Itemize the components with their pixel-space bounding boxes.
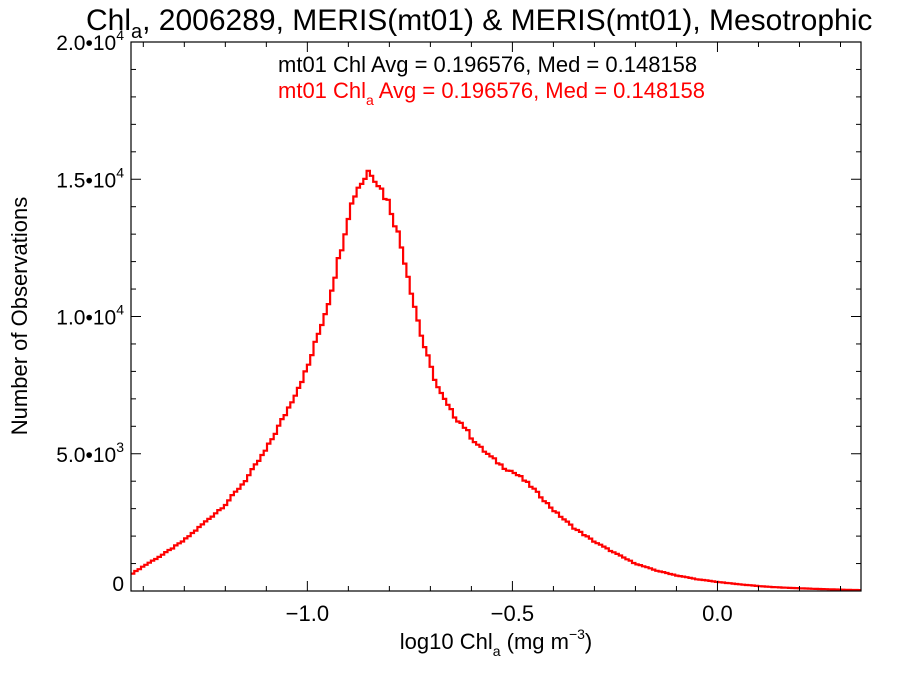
x-tick-label: −0.5 [491, 601, 534, 626]
plot-axes [130, 41, 862, 592]
title-subscript: a [131, 21, 143, 43]
tick-labels: −1.0 −0.5 0.0 0 5.0•103 1.0•104 1.5•104 2.0•104 [56, 27, 732, 626]
x-axis-label-group: log10 Chla (mg m−3) [400, 626, 593, 659]
x-tick-label: −1.0 [286, 601, 329, 626]
svg-text:Chla, 2006289, MERIS(mt01) & M: Chla, 2006289, MERIS(mt01) & MERIS(mt01)… [86, 4, 872, 43]
series-line [131, 169, 861, 592]
chart-title: Chla, 2006289, MERIS(mt01) & MERIS(mt01)… [86, 4, 872, 43]
stats-annotation: mt01 Chla Avg = 0.196576, Med = 0.148158 [278, 78, 705, 108]
annotations: mt01 Chl Avg = 0.196576, Med = 0.148158m… [278, 52, 705, 108]
y-tick-label: 0 [112, 573, 124, 596]
title-rest: , 2006289, MERIS(mt01) & MERIS(mt01), Me… [142, 4, 872, 37]
y-tick-label: 1.0•104 [56, 302, 124, 330]
x-tick-label: 0.0 [702, 601, 733, 626]
y-axis-label: Number of Observations [7, 197, 32, 435]
y-tick-label: 5.0•103 [56, 439, 124, 467]
plot-data [131, 169, 861, 592]
y-tick-label: 1.5•104 [56, 164, 124, 192]
title-text: Chl [86, 4, 131, 37]
y-axis-label-group: Number of Observations [7, 197, 32, 435]
y-tick-label: 2.0•104 [56, 27, 124, 55]
x-axis-label: log10 Chla (mg m−3) [400, 626, 593, 659]
stats-annotation: mt01 Chl Avg = 0.196576, Med = 0.148158 [278, 52, 697, 77]
